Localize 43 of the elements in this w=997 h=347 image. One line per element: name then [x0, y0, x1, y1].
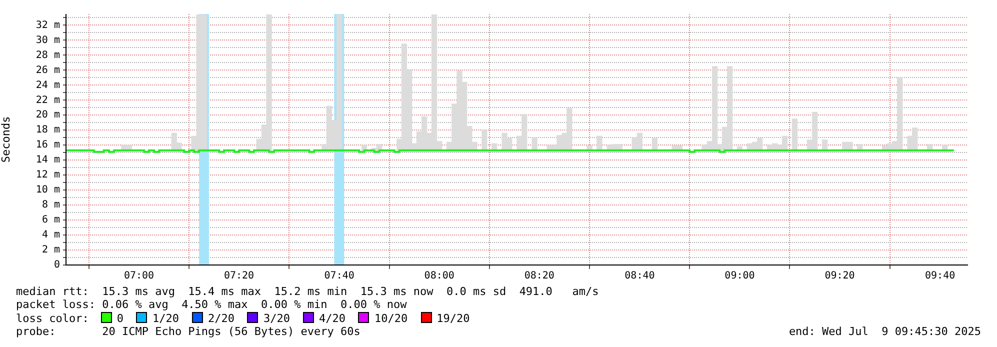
text: 1/20 — [152, 312, 179, 325]
text: 4/20 — [318, 312, 346, 325]
y-tick-label: 28 m — [36, 50, 60, 61]
bar — [482, 130, 488, 151]
y-tick-label: 10 m — [36, 184, 60, 196]
text: end: Wed Jul 9 09:45:30 2025 — [788, 325, 981, 338]
x-tick-label: 09:00 — [724, 270, 755, 282]
y-tick-label: 32 m — [36, 20, 60, 31]
y-tick-label: 8 m — [42, 200, 60, 211]
bar — [792, 118, 798, 151]
x-tick-label: 07:20 — [224, 270, 254, 282]
y-tick-label: 0 — [54, 260, 60, 271]
x-tick-label: 07:00 — [124, 270, 154, 282]
x-tick-label: 08:20 — [524, 270, 554, 282]
y-tick-label: 2 m — [42, 244, 60, 256]
y-tick-label: 18 m — [36, 124, 60, 136]
y-tick-label: 20 m — [36, 110, 60, 121]
y-tick-label: 16 m — [36, 140, 60, 151]
x-tick-label: 09:20 — [824, 270, 855, 282]
bar — [532, 137, 538, 151]
text: packet loss: 0.06 % avg 4.50 % max 0.00 % min 0.00 % now — [16, 298, 407, 311]
y-tick-label: 22 m — [36, 94, 60, 106]
y-axis-title: Seconds — [0, 116, 12, 163]
y-tick-label: 12 m — [36, 170, 60, 181]
text: 0 — [116, 312, 124, 325]
text: loss color: — [16, 312, 89, 325]
x-tick-label: 07:40 — [324, 270, 354, 282]
y-tick-label: 4 m — [42, 230, 60, 241]
text: 2/20 — [208, 312, 234, 325]
y-tick-label: 14 m — [36, 154, 60, 166]
y-tick-label: 26 m — [36, 64, 60, 76]
x-tick-label: 08:00 — [424, 270, 454, 282]
y-tick-label: 30 m — [36, 34, 60, 46]
y-tick-label: 6 m — [42, 214, 60, 226]
y-tick-label: 24 m — [36, 80, 60, 91]
text: median rtt: 15.3 ms avg 15.4 ms max 15.2 ms min 15.3 ms now 0.0 ms sd 491.0 am/s — [16, 285, 599, 298]
bar — [596, 136, 602, 151]
x-tick-label: 08:40 — [624, 270, 655, 282]
text: 3/20 — [263, 312, 290, 325]
x-tick-label: 09:40 — [925, 270, 956, 282]
text: 19/20 — [436, 312, 470, 325]
text: 10/20 — [374, 312, 408, 325]
text: probe: 20 ICMP Echo Pings (56 Bytes) every 60s — [16, 325, 360, 338]
